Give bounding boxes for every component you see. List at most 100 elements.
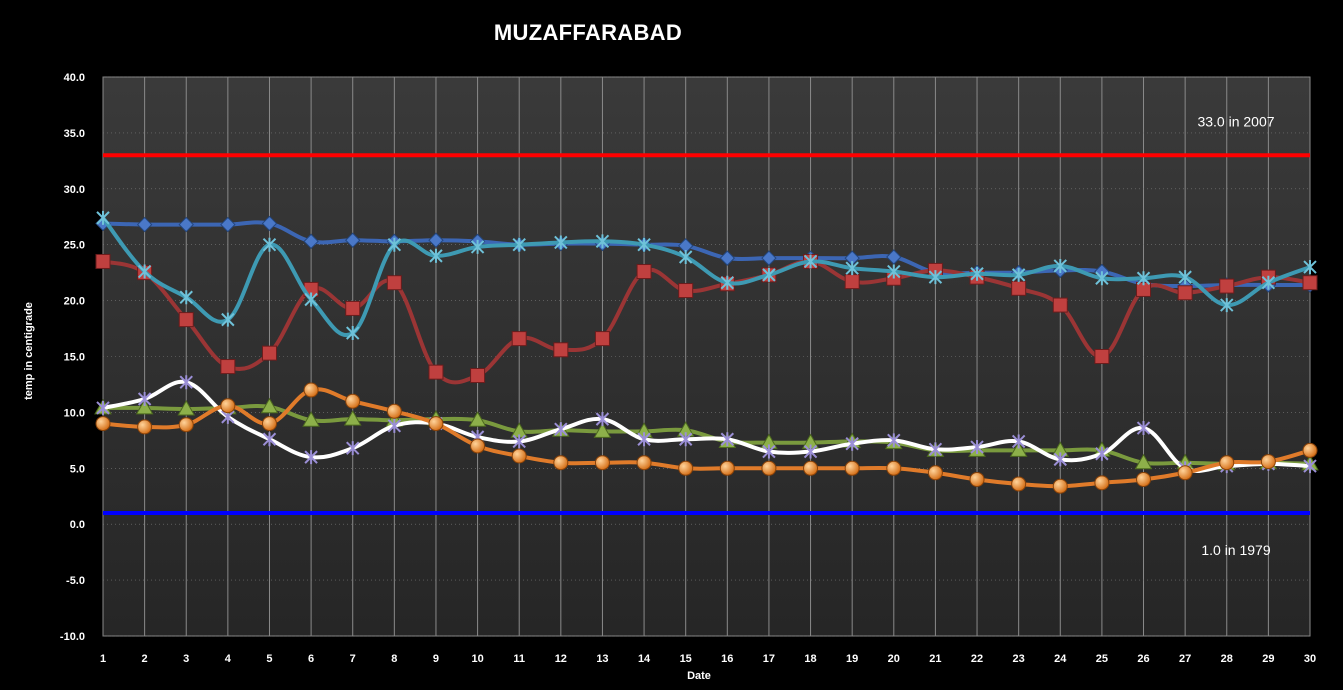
y-tick-label: 5.0 (70, 463, 85, 475)
x-tick-label: 19 (846, 653, 858, 665)
data-point (720, 432, 735, 447)
data-point (595, 234, 610, 249)
x-axis-ticks: 1 2 3 4 5 6 7 8 9 10 11 12 13 14 15 16 17 18 19 20 21 22 23 24 2… (100, 653, 1316, 665)
data-point (220, 398, 236, 414)
x-tick-label: 4 (225, 653, 232, 665)
series (95, 382, 1318, 494)
data-point (1219, 455, 1235, 471)
data-point (137, 391, 152, 406)
data-point (928, 270, 943, 285)
y-axis-ticks: -10.0 -5.0 0.0 5.0 10.0 15.0 20.0 25.0 30.0 35.0 4… (60, 72, 85, 643)
grid (102, 76, 1311, 637)
data-point (178, 417, 194, 433)
data-point (1177, 285, 1193, 301)
data-point (387, 418, 402, 433)
data-point (553, 455, 569, 471)
x-tick-label: 29 (1262, 653, 1274, 665)
data-point (261, 416, 277, 432)
data-point (845, 436, 859, 451)
data-point (178, 216, 194, 233)
data-point (95, 253, 111, 269)
x-tick-label: 21 (929, 653, 941, 665)
data-point (179, 290, 193, 305)
data-point (595, 412, 610, 427)
data-point (1302, 442, 1318, 458)
data-point (137, 419, 153, 435)
data-point (637, 237, 651, 252)
data-point (387, 237, 402, 252)
data-point (345, 393, 361, 409)
data-point (1136, 271, 1151, 286)
x-tick-label: 2 (142, 653, 148, 665)
data-point (262, 432, 277, 447)
data-point (678, 460, 694, 476)
data-point (886, 460, 902, 476)
x-axis-label: Date (687, 670, 711, 682)
data-point (429, 248, 443, 263)
data-point (303, 382, 319, 398)
data-point (678, 432, 693, 447)
data-point (1011, 434, 1026, 449)
data-point (512, 237, 526, 252)
data-point (678, 283, 694, 299)
data-point (844, 274, 860, 290)
data-point (220, 359, 236, 375)
data-point (554, 235, 568, 250)
x-tick-label: 15 (680, 653, 692, 665)
data-point (135, 398, 154, 415)
data-point (178, 312, 194, 328)
y-tick-label: 25.0 (64, 240, 85, 252)
data-point (428, 232, 444, 248)
data-point (177, 400, 196, 416)
data-point (428, 416, 444, 432)
data-point (137, 264, 152, 279)
data-point (345, 300, 361, 316)
data-point (1053, 452, 1067, 467)
data-point (594, 331, 610, 347)
series (94, 397, 1319, 471)
x-tick-label: 11 (513, 653, 525, 665)
data-point (636, 455, 652, 471)
data-point (761, 460, 777, 476)
y-tick-label: 35.0 (64, 128, 85, 140)
data-point (1095, 271, 1109, 286)
data-point (1094, 349, 1110, 364)
x-tick-label: 12 (555, 653, 567, 665)
x-tick-label: 17 (763, 653, 775, 665)
data-point (95, 416, 111, 432)
data-point (386, 403, 402, 419)
y-tick-label: 0.0 (70, 519, 85, 531)
series-line (102, 379, 1311, 473)
data-point (1136, 421, 1151, 436)
data-point (1178, 270, 1192, 285)
plot-area (102, 76, 1311, 637)
data-point (887, 433, 901, 448)
x-tick-label: 1 (100, 653, 106, 665)
data-point (512, 434, 526, 449)
data-point (1261, 275, 1276, 290)
data-point (845, 261, 859, 276)
data-point (470, 438, 486, 454)
chart-title: MUZAFFARABAD (493, 20, 683, 45)
x-tick-label: 7 (350, 653, 356, 665)
data-point (636, 264, 652, 280)
x-tick-label: 16 (721, 653, 733, 665)
data-point (468, 411, 487, 427)
y-tick-label: 15.0 (64, 352, 85, 364)
x-tick-label: 26 (1137, 653, 1149, 665)
data-point (969, 471, 985, 487)
x-tick-label: 6 (308, 653, 314, 665)
x-tick-label: 23 (1013, 653, 1025, 665)
data-point (803, 254, 818, 269)
data-point (719, 250, 736, 266)
reference-line-label: 1.0 in 1979 (1201, 542, 1270, 558)
data-point (1134, 453, 1153, 470)
data-point (346, 441, 360, 456)
x-tick-label: 10 (471, 653, 483, 665)
data-point (304, 450, 318, 465)
x-tick-label: 22 (971, 653, 983, 665)
data-point (304, 292, 318, 307)
x-tick-label: 20 (888, 653, 900, 665)
data-point (1177, 465, 1193, 481)
data-point (96, 210, 110, 225)
